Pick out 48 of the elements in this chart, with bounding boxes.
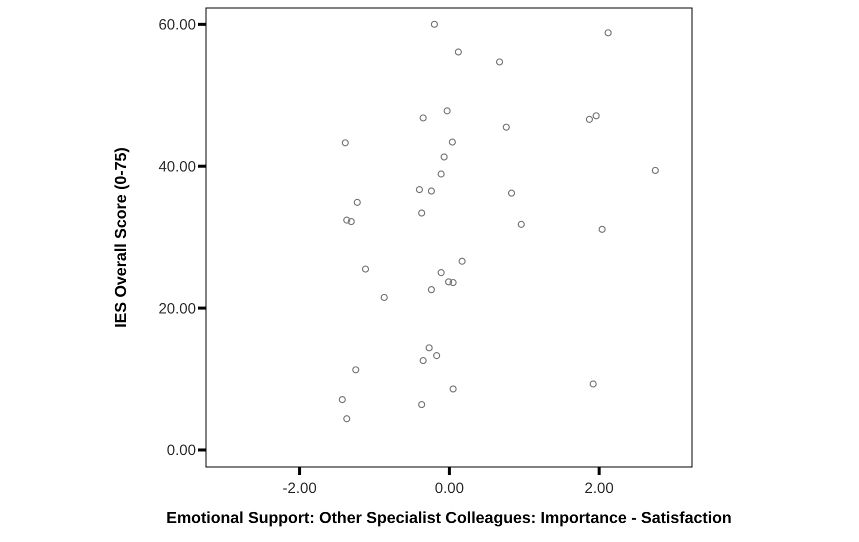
point [444, 107, 451, 114]
point [426, 344, 433, 352]
point [458, 258, 466, 265]
point [343, 216, 350, 224]
point [420, 356, 427, 364]
point [430, 20, 438, 28]
point [604, 29, 612, 36]
point [420, 114, 427, 122]
point [586, 116, 594, 123]
point [502, 124, 510, 131]
point [518, 220, 525, 228]
point [590, 380, 597, 388]
point [592, 112, 600, 120]
y-tick-label: 20.00 [158, 300, 196, 318]
point [508, 190, 516, 197]
point [433, 352, 440, 360]
x-axis-title: Emotional Support: Other Specialist Colleagues: Importance - Satisfaction [166, 510, 732, 527]
point [416, 186, 424, 194]
point [428, 286, 435, 294]
x-tick-label: -2.00 [282, 480, 317, 497]
point [338, 396, 346, 404]
point [448, 138, 456, 146]
point [354, 198, 361, 206]
x-tick-label: 2.00 [584, 480, 614, 497]
point [445, 278, 452, 286]
point [652, 166, 659, 174]
point [380, 294, 388, 302]
y-tick-label: 40.00 [158, 158, 196, 176]
point [418, 400, 426, 408]
point [450, 385, 457, 393]
point [454, 48, 462, 56]
x-tick-label: 0.00 [434, 480, 464, 497]
y-axis-title: IES Overall Score (0-75) [113, 147, 130, 328]
point [598, 226, 606, 233]
point [352, 366, 360, 374]
point [496, 58, 504, 66]
point [440, 153, 448, 161]
point [428, 187, 435, 195]
point [438, 269, 445, 276]
point [362, 265, 370, 273]
point [348, 218, 355, 226]
point [438, 170, 445, 178]
point [342, 139, 349, 146]
point [450, 278, 457, 286]
y-tick-label: 60.00 [158, 16, 196, 34]
point [418, 209, 426, 217]
point [343, 415, 350, 422]
y-tick-label: 0.00 [166, 442, 196, 460]
